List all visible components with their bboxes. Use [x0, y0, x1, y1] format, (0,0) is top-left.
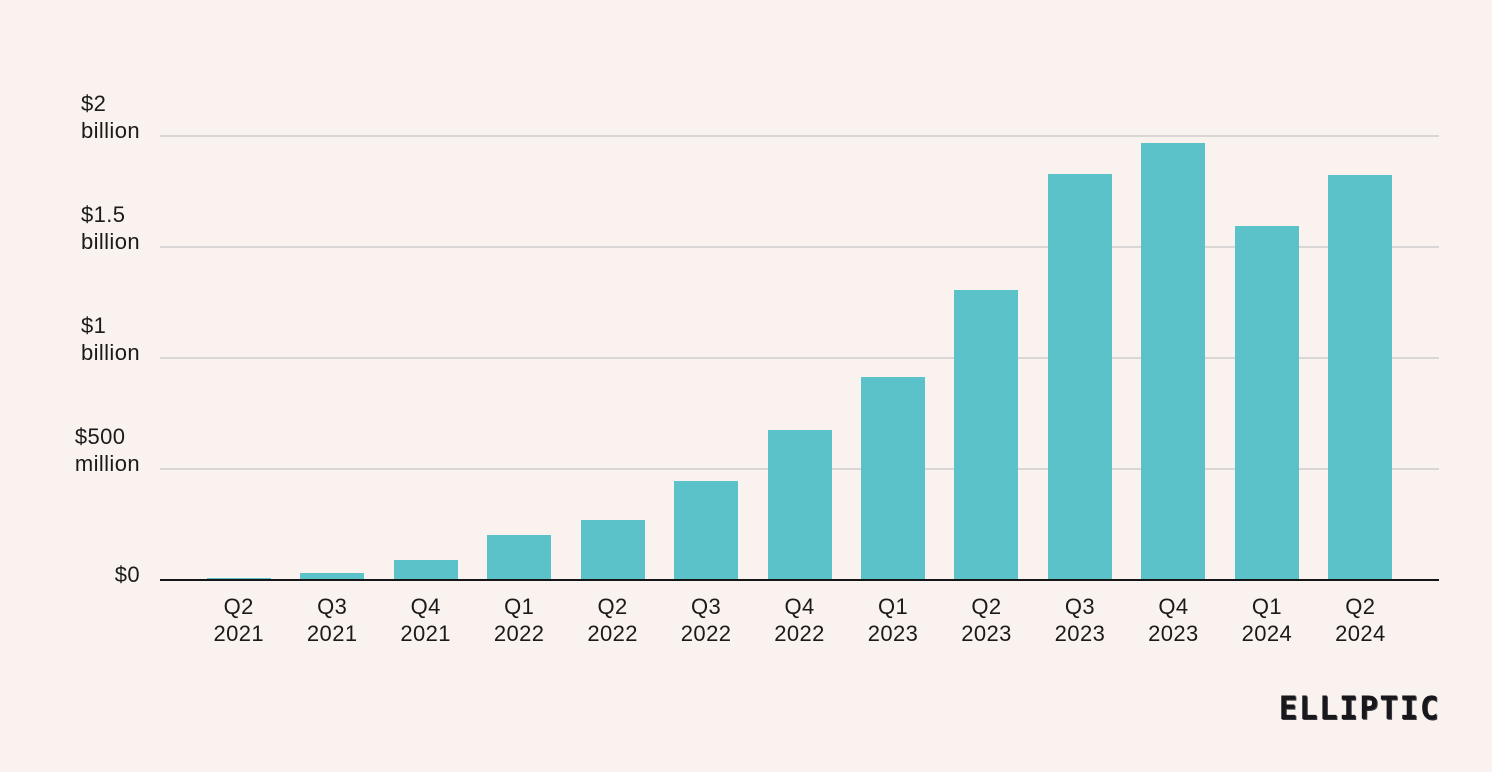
- x-axis: Q2 2021 Q3 2021 Q4 2021 Q1 2022 Q2 2022 Q3 2022 Q4 20…: [160, 593, 1439, 647]
- x-tick-label-q3-2023: Q3 2023: [1054, 594, 1106, 646]
- bar-column-q4-2022: [753, 135, 846, 579]
- x-tick-label-q2-2023: Q2 2023: [961, 594, 1012, 646]
- x-tick-label-q2-2021: Q2 2021: [213, 594, 264, 646]
- bar-q4-2021: [393, 560, 458, 579]
- y-tick-label-1000: $1 billion: [80, 313, 140, 365]
- y-tick-label-1500: $1.5 billion: [80, 202, 140, 254]
- bar-q4-2022: [767, 430, 832, 579]
- bar-column-q2-2024: [1314, 135, 1407, 579]
- plot-area: [160, 135, 1439, 581]
- y-tick-label-0: $0: [114, 562, 140, 587]
- bars-row: [192, 135, 1407, 579]
- gridline-1000: [160, 357, 1439, 359]
- bar-column-q3-2021: [285, 135, 378, 579]
- bar-column-q2-2021: [192, 135, 285, 579]
- gridline-2000: [160, 135, 1439, 137]
- x-tick-label-q2-2022: Q2 2022: [587, 594, 638, 646]
- y-tick-label-500: $500 million: [74, 424, 140, 476]
- bar-column-q3-2022: [659, 135, 752, 579]
- bar-column-q1-2024: [1220, 135, 1313, 579]
- gridline-1500: [160, 246, 1439, 248]
- x-tick-label-q2-2024: Q2 2024: [1335, 594, 1386, 646]
- x-tick-label-q1-2024: Q1 2024: [1241, 594, 1293, 646]
- elliptic-logo: ELLIPTIC: [1278, 690, 1440, 728]
- bar-q2-2023: [954, 290, 1019, 579]
- bar-column-q2-2022: [566, 135, 659, 579]
- x-tick-label-q4-2022: Q4 2022: [774, 594, 825, 646]
- x-tick-label-q1-2023: Q1 2023: [867, 594, 919, 646]
- bar-q2-2022: [580, 520, 645, 579]
- bar-q1-2022: [487, 535, 552, 579]
- x-tick-label-q1-2022: Q1 2022: [493, 594, 545, 646]
- bar-q2-2021: [206, 578, 271, 579]
- x-tick-label-q3-2021: Q3 2021: [306, 594, 358, 646]
- bar-q4-2023: [1141, 143, 1206, 579]
- bar-q3-2021: [300, 573, 365, 579]
- y-tick-label-2000: $2 billion: [80, 91, 140, 143]
- bar-q1-2024: [1234, 226, 1299, 579]
- bar-column-q4-2023: [1127, 135, 1220, 579]
- x-tick-label-q3-2022: Q3 2022: [680, 594, 732, 646]
- bar-column-q4-2021: [379, 135, 472, 579]
- bar-q1-2023: [861, 377, 926, 579]
- x-tick-label-q4-2023: Q4 2023: [1148, 594, 1199, 646]
- bar-q3-2022: [674, 481, 739, 579]
- bar-column-q2-2023: [940, 135, 1033, 579]
- bar-q3-2023: [1047, 174, 1112, 579]
- x-tick-label-q4-2021: Q4 2021: [400, 594, 451, 646]
- bar-column-q1-2022: [472, 135, 565, 579]
- bar-column-q3-2023: [1033, 135, 1126, 579]
- bar-q2-2024: [1328, 175, 1393, 579]
- bar-column-q1-2023: [846, 135, 939, 579]
